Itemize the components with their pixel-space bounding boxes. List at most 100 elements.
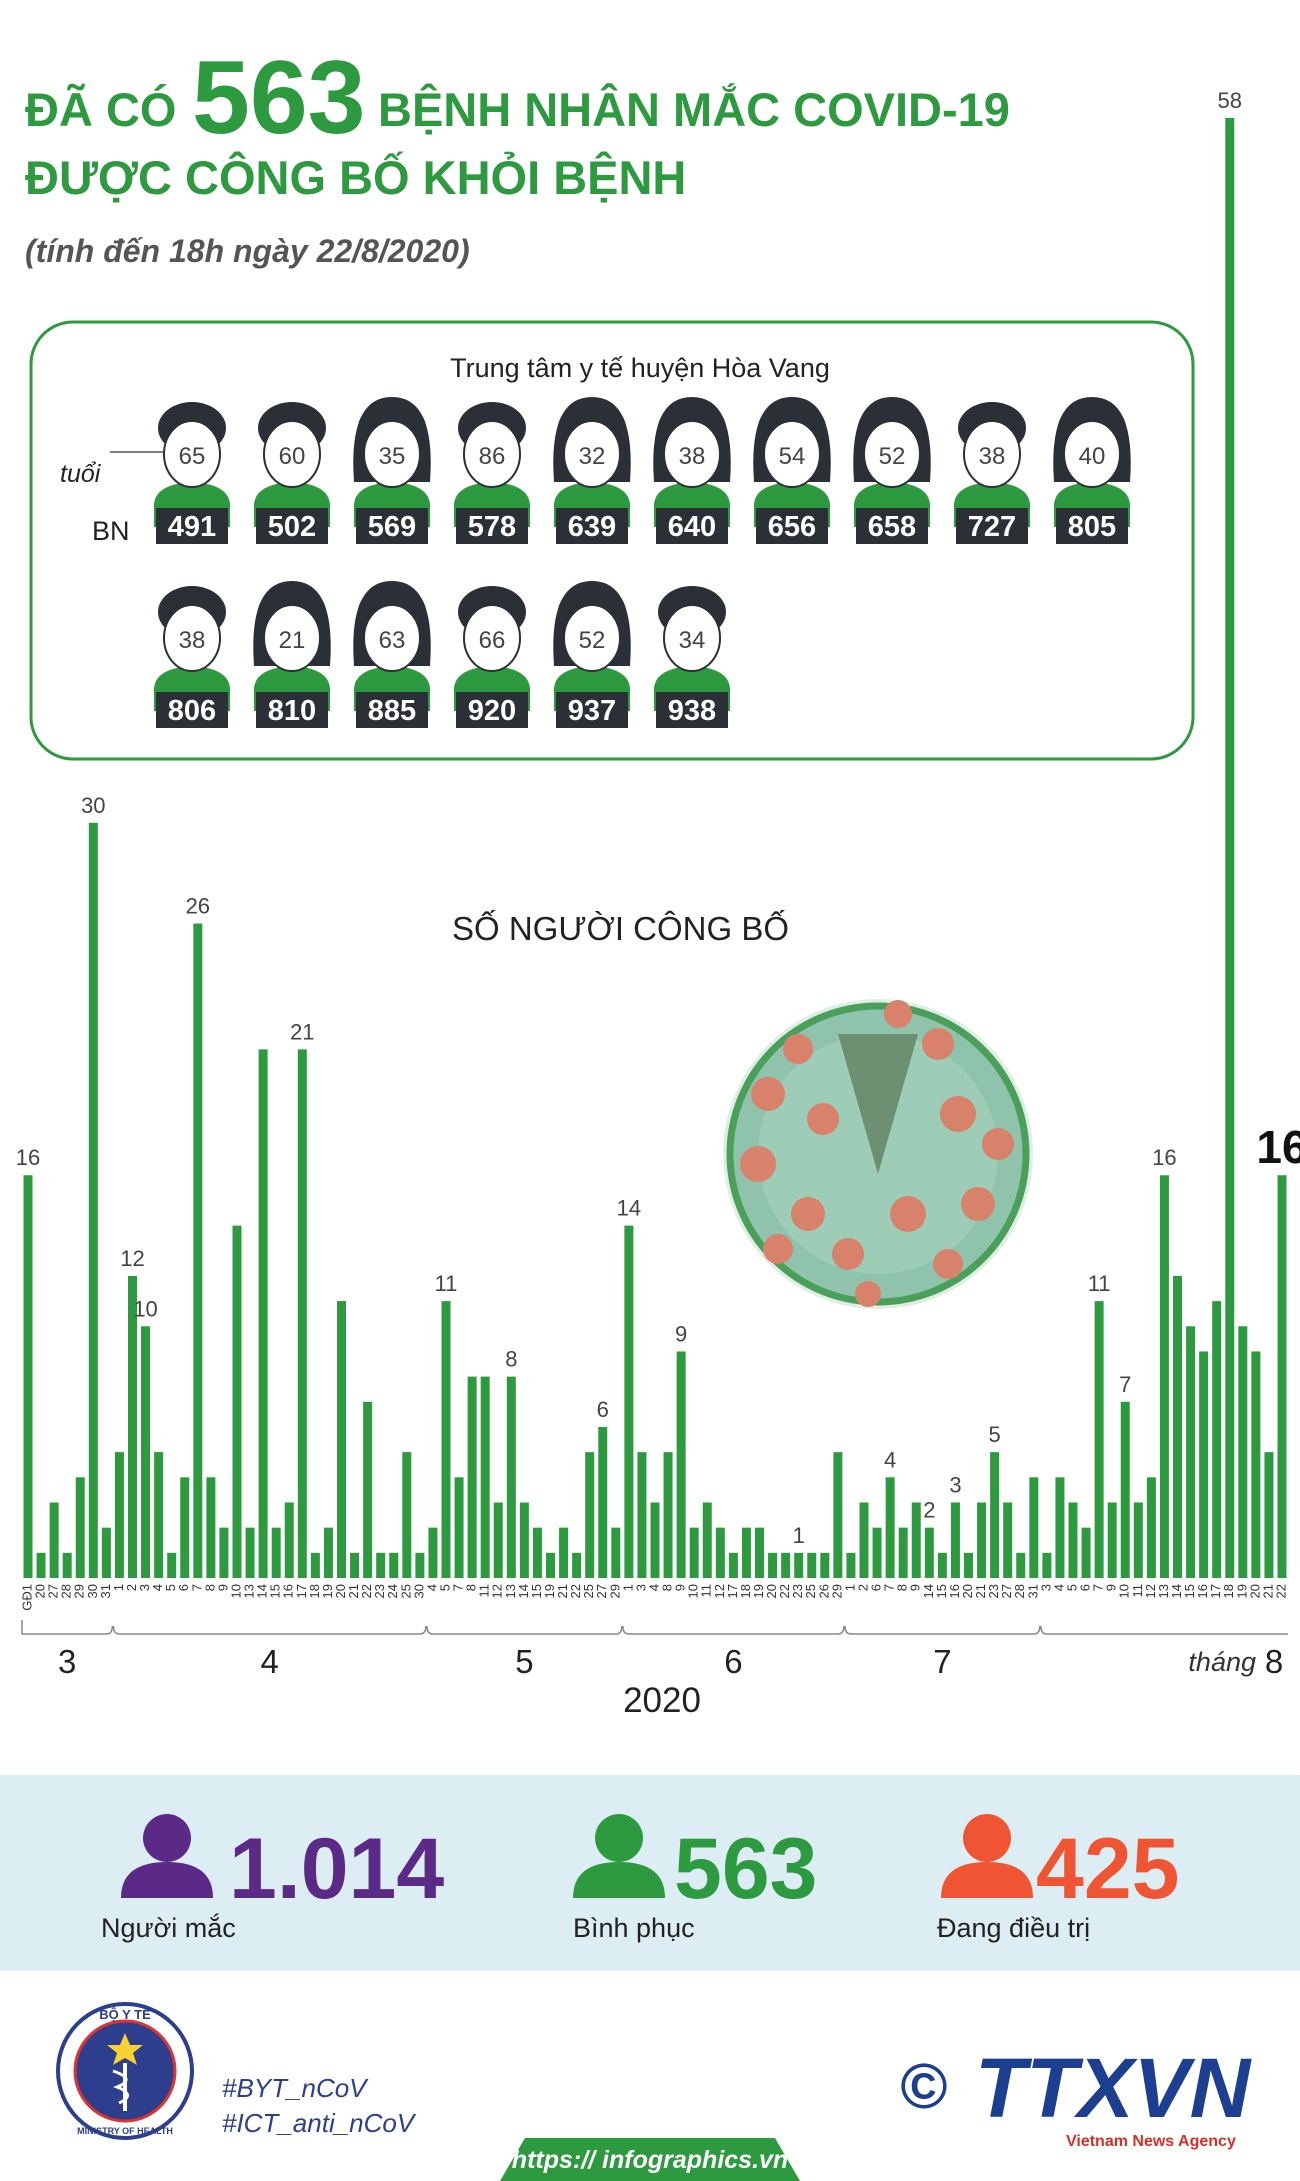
value-label: 9 <box>675 1321 687 1346</box>
bar <box>1146 1477 1156 1578</box>
bar <box>363 1401 373 1578</box>
bar <box>154 1452 164 1578</box>
x-tick-label: 20 <box>960 1584 975 1598</box>
month-bracket <box>1040 1625 1288 1635</box>
bar <box>454 1477 464 1578</box>
value-label: 8 <box>505 1347 517 1372</box>
bar <box>977 1502 987 1578</box>
x-tick-label: 21 <box>1260 1584 1275 1598</box>
x-tick-label: 22 <box>568 1584 583 1598</box>
patient: 38 806 <box>154 586 230 728</box>
copyright: © <box>900 2050 947 2122</box>
x-tick-label: 9 <box>673 1584 688 1591</box>
month-bracket <box>426 1625 623 1635</box>
value-label: 10 <box>133 1296 157 1321</box>
id-box <box>356 692 428 728</box>
age: 35 <box>379 443 406 470</box>
bar <box>128 1275 137 1578</box>
bar <box>781 1552 791 1578</box>
x-tick-label: 10 <box>228 1584 243 1598</box>
age: 38 <box>679 443 706 470</box>
bar <box>493 1502 503 1578</box>
value-label: 11 <box>1088 1271 1111 1296</box>
x-tick-label: 27 <box>46 1584 61 1598</box>
bar <box>846 1552 856 1578</box>
bar <box>1199 1351 1209 1578</box>
x-tick-label: 15 <box>529 1584 544 1598</box>
bar <box>611 1527 621 1578</box>
x-tick-label: 27 <box>999 1584 1014 1598</box>
patient: 66 920 <box>454 586 530 728</box>
bar <box>480 1376 490 1578</box>
id-box <box>656 692 728 728</box>
patient: 86 578 <box>454 402 530 544</box>
patient-id: 938 <box>668 695 716 727</box>
bar <box>1068 1502 1078 1578</box>
value-label: 16 <box>1152 1145 1176 1170</box>
face <box>363 420 421 488</box>
id-label: BN <box>92 516 130 546</box>
age: 66 <box>479 627 506 654</box>
bar <box>415 1552 425 1578</box>
age: 54 <box>779 443 806 470</box>
x-tick-label: 31 <box>1025 1584 1040 1598</box>
bar <box>49 1502 59 1578</box>
person-icon-body <box>941 1862 1033 1898</box>
x-tick-label: 10 <box>686 1584 701 1598</box>
x-tick-label: 2 <box>855 1584 870 1591</box>
id-box <box>356 508 428 544</box>
bar <box>180 1477 190 1578</box>
age: 34 <box>679 627 706 654</box>
x-tick-label: 16 <box>947 1584 962 1598</box>
face <box>163 604 221 672</box>
x-tick-label: 7 <box>1091 1584 1106 1591</box>
bar <box>1081 1527 1091 1578</box>
bar <box>376 1552 386 1578</box>
x-tick-label: 21 <box>555 1584 570 1598</box>
title-prefix: ĐÃ CÓ <box>25 83 176 136</box>
age: 63 <box>379 627 406 654</box>
x-tick-label: 14 <box>921 1584 936 1598</box>
month-label: 5 <box>515 1643 533 1680</box>
chart-title: SỐ NGƯỜI CÔNG BỐ <box>452 909 789 947</box>
patient-id: 658 <box>868 511 916 543</box>
value-label: 1 <box>793 1523 805 1548</box>
bar <box>990 1452 1000 1578</box>
x-tick-label: 16 <box>281 1584 296 1598</box>
x-tick-label: 7 <box>451 1584 466 1591</box>
bar <box>715 1527 725 1578</box>
x-tick-label: 9 <box>1104 1584 1119 1591</box>
ministry-vn: BỘ Y TẾ <box>99 2007 151 2022</box>
bar <box>950 1502 960 1578</box>
x-tick-label: 25 <box>581 1584 596 1598</box>
face <box>763 420 821 488</box>
bar <box>872 1527 882 1578</box>
value-label: 6 <box>597 1397 609 1422</box>
title-number: 563 <box>192 40 366 156</box>
value-label: 21 <box>290 1019 314 1044</box>
bar <box>167 1552 177 1578</box>
patient: 52 937 <box>553 581 631 728</box>
bar <box>637 1452 647 1578</box>
id-box <box>156 692 228 728</box>
hashtag: #ICT_anti_nCoV <box>222 2108 417 2138</box>
agency-logo: TTXVN <box>975 2041 1253 2135</box>
bar <box>232 1225 242 1578</box>
x-tick-label: 27 <box>594 1584 609 1598</box>
age: 21 <box>279 627 306 654</box>
bar <box>676 1351 686 1578</box>
patient: 34 938 <box>654 586 730 728</box>
x-tick-label: 23 <box>372 1584 387 1598</box>
x-tick-label: 21 <box>973 1584 988 1598</box>
x-tick-label: 23 <box>790 1584 805 1598</box>
value-label: 16 <box>1256 1121 1300 1173</box>
id-box <box>156 508 228 544</box>
bar <box>1120 1401 1130 1578</box>
x-tick-label: 13 <box>503 1584 518 1598</box>
bar <box>702 1502 712 1578</box>
face <box>1063 420 1121 488</box>
age: 38 <box>179 627 206 654</box>
patients-title: Trung tâm y tế huyện Hòa Vang <box>450 353 830 383</box>
bar <box>559 1527 569 1578</box>
